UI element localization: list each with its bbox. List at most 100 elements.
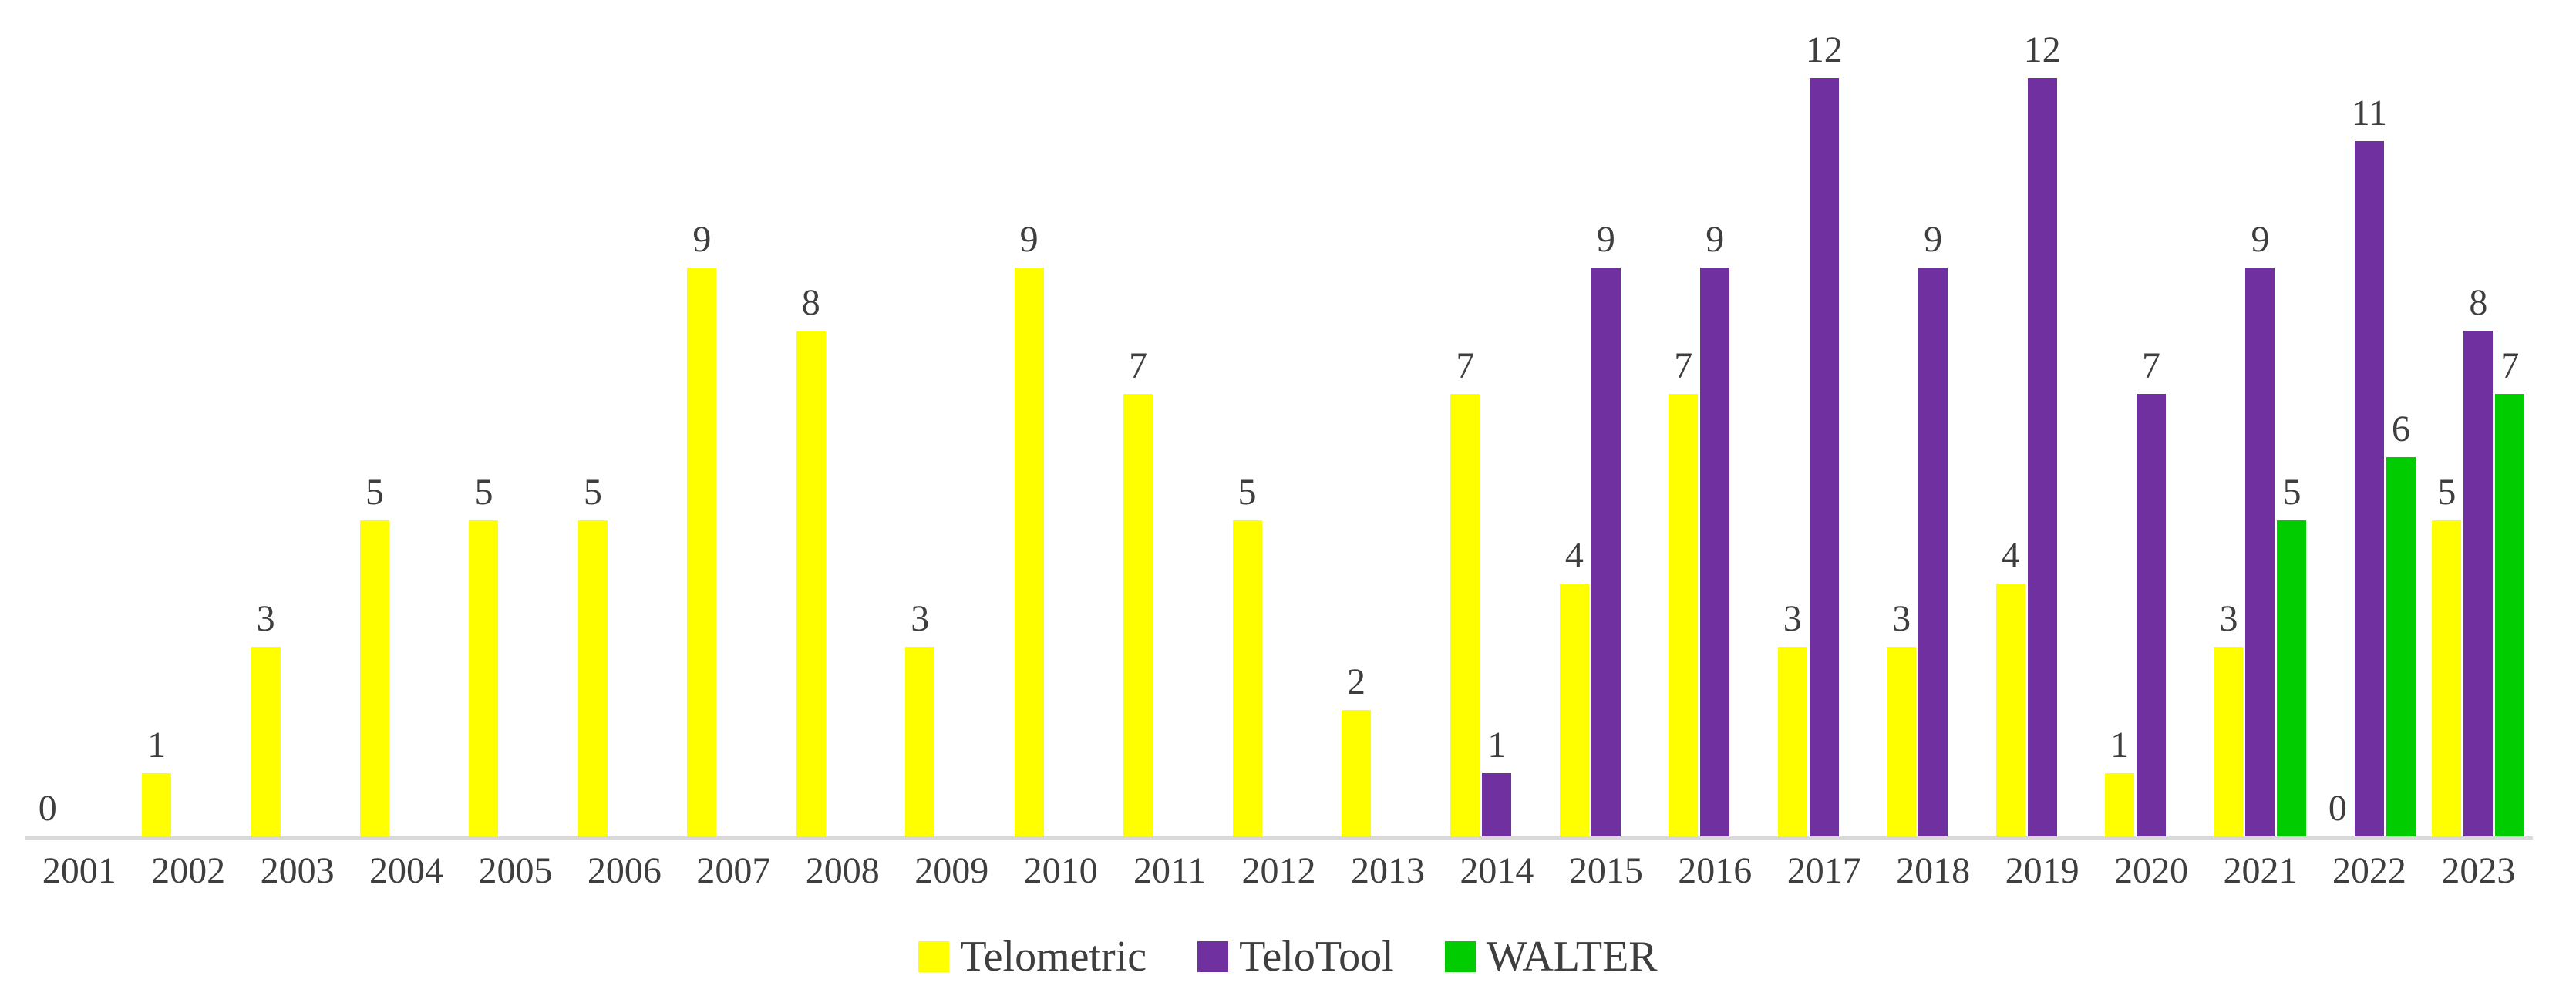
x-axis-label-2008: 2008 xyxy=(805,850,880,891)
bar-telotool-2015 xyxy=(1591,268,1621,836)
category-group-2009: 3 xyxy=(897,0,1006,836)
value-label-telometric-2020: 1 xyxy=(2110,725,2130,766)
x-axis-label-2017: 2017 xyxy=(1786,850,1861,891)
category-group-2010: 9 xyxy=(1006,0,1115,836)
bar-telometric-2003 xyxy=(251,647,281,836)
slot-telotool-2016: 9 xyxy=(1700,221,1730,836)
slot-telotool-2018: 9 xyxy=(1918,221,1948,836)
bar-walter-2021 xyxy=(2277,520,2307,836)
x-axis-label-2003: 2003 xyxy=(260,850,335,891)
x-axis-label-2015: 2015 xyxy=(1568,850,1643,891)
value-label-telotool-2018: 9 xyxy=(1924,219,1943,260)
category-group-2012: 5 xyxy=(1224,0,1333,836)
x-axis-label-2019: 2019 xyxy=(2005,850,2079,891)
bar-telometric-2023 xyxy=(2432,520,2462,836)
slot-telometric-2013: 2 xyxy=(1341,664,1371,836)
value-label-walter-2023: 7 xyxy=(2500,345,2520,386)
slot-telometric-2007: 9 xyxy=(687,221,717,836)
value-label-telotool-2022: 11 xyxy=(2351,93,2388,133)
bar-walter-2023 xyxy=(2495,394,2525,836)
value-label-telotool-2014: 1 xyxy=(1487,725,1507,766)
bar-telometric-2018 xyxy=(1887,647,1917,836)
slot-telometric-2021: 3 xyxy=(2214,601,2244,836)
value-label-telometric-2007: 9 xyxy=(692,219,712,260)
value-label-telotool-2023: 8 xyxy=(2469,282,2488,323)
slot-telometric-2010: 9 xyxy=(1014,221,1044,836)
slot-telotool-2019: 12 xyxy=(2024,32,2061,836)
value-label-telometric-2021: 3 xyxy=(2219,598,2238,639)
slot-telometric-2023: 5 xyxy=(2432,474,2462,836)
value-label-telometric-2013: 2 xyxy=(1346,661,1365,702)
bar-telotool-2014 xyxy=(1482,773,1512,836)
x-axis-label-2020: 2020 xyxy=(2114,850,2189,891)
value-label-telometric-2002: 1 xyxy=(147,725,167,766)
x-axis-label-2010: 2010 xyxy=(1023,850,1098,891)
slot-telometric-2009: 3 xyxy=(905,601,935,836)
x-axis-label-2004: 2004 xyxy=(369,850,444,891)
value-label-telometric-2016: 7 xyxy=(1674,345,1693,386)
category-group-2022: 0 11 6 xyxy=(2315,0,2423,836)
category-group-2021: 3 9 5 xyxy=(2206,0,2315,836)
category-group-2001: 0 xyxy=(25,0,133,836)
x-axis-label-2016: 2016 xyxy=(1678,850,1753,891)
legend: Telometric TeloTool WALTER xyxy=(0,922,2576,991)
category-group-2013: 2 xyxy=(1333,0,1442,836)
slot-telotool-2021: 9 xyxy=(2245,221,2275,836)
legend-label-telotool: TeloTool xyxy=(1239,933,1394,981)
bar-telometric-2005 xyxy=(469,520,499,836)
slot-telotool-2015: 9 xyxy=(1591,221,1621,836)
bar-telometric-2002 xyxy=(142,773,172,836)
slot-telometric-2019: 4 xyxy=(1995,537,2025,836)
value-label-telometric-2017: 3 xyxy=(1783,598,1802,639)
bar-telometric-2016 xyxy=(1669,394,1699,836)
value-label-telometric-2011: 7 xyxy=(1129,345,1148,386)
value-label-telometric-2009: 3 xyxy=(911,598,930,639)
value-label-telometric-2014: 7 xyxy=(1456,345,1475,386)
slot-walter-2021: 5 xyxy=(2277,474,2307,836)
slot-telometric-2012: 5 xyxy=(1232,474,1262,836)
slot-telotool-2014: 1 xyxy=(1482,727,1512,836)
bar-telometric-2011 xyxy=(1123,394,1153,836)
x-axis-label-2009: 2009 xyxy=(914,850,989,891)
bar-telometric-2012 xyxy=(1232,520,1262,836)
category-group-2005: 5 xyxy=(461,0,570,836)
value-label-walter-2021: 5 xyxy=(2282,472,2302,513)
legend-swatch-telotool xyxy=(1197,941,1229,972)
x-axis-label-2014: 2014 xyxy=(1460,850,1534,891)
legend-swatch-telometric xyxy=(918,941,950,972)
value-label-telometric-2006: 5 xyxy=(583,472,602,513)
bar-telometric-2007 xyxy=(687,268,717,836)
bar-telometric-2008 xyxy=(796,331,826,836)
legend-item-walter: WALTER xyxy=(1444,933,1658,981)
value-label-telometric-2003: 3 xyxy=(256,598,275,639)
x-axis-label-2018: 2018 xyxy=(1896,850,1971,891)
value-label-telometric-2008: 8 xyxy=(801,282,820,323)
value-label-walter-2022: 6 xyxy=(2391,409,2410,449)
value-label-telometric-2023: 5 xyxy=(2437,472,2456,513)
slot-telometric-2017: 3 xyxy=(1777,601,1807,836)
bar-telotool-2017 xyxy=(1809,78,1839,836)
slot-telometric-2006: 5 xyxy=(577,474,608,836)
value-label-telometric-2018: 3 xyxy=(1892,598,1911,639)
category-group-2006: 5 xyxy=(570,0,679,836)
category-group-2019: 4 12 xyxy=(1988,0,2096,836)
x-axis-labels: 2001 2002 2003 2004 2005 2006 2007 2008 2009 2010… xyxy=(25,853,2533,890)
value-label-telotool-2019: 12 xyxy=(2023,29,2061,70)
category-group-2017: 3 12 xyxy=(1770,0,1878,836)
legend-item-telometric: Telometric xyxy=(918,935,1147,978)
value-label-telometric-2022: 0 xyxy=(2328,788,2347,829)
value-label-telotool-2021: 9 xyxy=(2251,219,2270,260)
bar-telometric-2006 xyxy=(577,520,608,836)
bar-telometric-2020 xyxy=(2105,773,2135,836)
bar-telometric-2019 xyxy=(1995,584,2025,836)
category-group-2002: 1 xyxy=(133,0,242,836)
legend-label-walter: WALTER xyxy=(1486,933,1658,981)
x-axis-label-2007: 2007 xyxy=(696,850,771,891)
bar-telometric-2021 xyxy=(2214,647,2244,836)
